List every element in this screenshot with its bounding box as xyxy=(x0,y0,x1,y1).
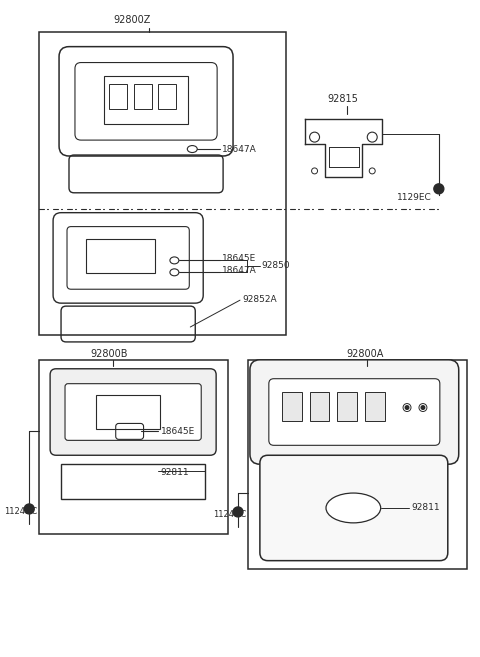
Circle shape xyxy=(421,406,425,409)
Text: 92800A: 92800A xyxy=(347,349,384,359)
Bar xyxy=(96,395,160,430)
Circle shape xyxy=(233,507,243,517)
Text: 92800B: 92800B xyxy=(91,349,128,359)
Text: 1129EC: 1129EC xyxy=(397,193,432,202)
Text: 1124NC: 1124NC xyxy=(213,510,246,520)
Text: 92815: 92815 xyxy=(327,95,359,104)
Circle shape xyxy=(434,184,444,194)
Bar xyxy=(310,392,329,421)
Bar xyxy=(39,32,286,335)
Text: 92800Z: 92800Z xyxy=(114,15,151,25)
Bar xyxy=(61,464,205,499)
Ellipse shape xyxy=(326,493,381,523)
Bar xyxy=(104,76,188,124)
Text: 92811: 92811 xyxy=(411,503,440,512)
Circle shape xyxy=(405,406,409,409)
Bar xyxy=(365,392,385,421)
Text: 18645E: 18645E xyxy=(222,254,256,263)
Circle shape xyxy=(24,504,34,514)
Bar xyxy=(109,84,127,109)
Bar xyxy=(86,238,156,273)
Text: 18645E: 18645E xyxy=(160,427,195,436)
Bar xyxy=(337,392,357,421)
Bar xyxy=(248,360,467,568)
Bar xyxy=(158,84,176,109)
Text: 92852A: 92852A xyxy=(242,295,276,304)
FancyBboxPatch shape xyxy=(50,369,216,455)
Bar xyxy=(39,360,228,533)
FancyBboxPatch shape xyxy=(269,378,440,445)
Bar xyxy=(282,392,301,421)
Text: 92811: 92811 xyxy=(160,468,189,477)
Text: 1124NC: 1124NC xyxy=(4,507,37,516)
FancyBboxPatch shape xyxy=(65,384,201,440)
Text: 18647A: 18647A xyxy=(222,145,257,154)
Text: 92850: 92850 xyxy=(262,261,290,270)
Bar xyxy=(133,84,152,109)
FancyBboxPatch shape xyxy=(250,360,459,464)
Text: 18647A: 18647A xyxy=(222,266,257,275)
FancyBboxPatch shape xyxy=(260,455,448,560)
